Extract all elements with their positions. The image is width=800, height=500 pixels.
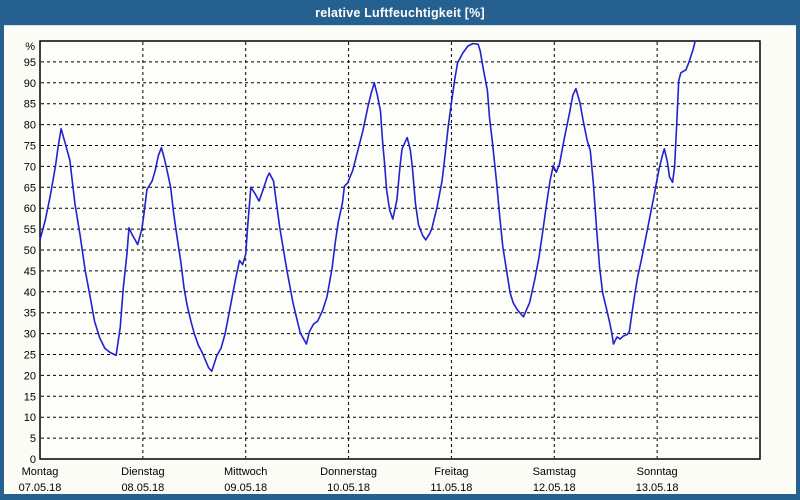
y-tick-label-25: 25 bbox=[24, 350, 36, 362]
y-tick-label-5: 5 bbox=[30, 433, 36, 445]
y-tick-label-0: 0 bbox=[30, 454, 36, 466]
plot-area-border bbox=[39, 40, 761, 460]
window-title: relative Luftfeuchtigkeit [%] bbox=[315, 5, 485, 20]
y-tick-label-95: 95 bbox=[24, 57, 36, 69]
y-tick-label-60: 60 bbox=[24, 203, 36, 215]
y-tick-label-65: 65 bbox=[24, 182, 36, 194]
x-day-date-2: 09.05.18 bbox=[224, 482, 267, 494]
x-day-date-3: 10.05.18 bbox=[327, 482, 370, 494]
y-tick-label-50: 50 bbox=[24, 245, 36, 257]
x-day-name-0: Montag bbox=[22, 466, 59, 478]
y-tick-label-20: 20 bbox=[24, 370, 36, 382]
y-tick-label-70: 70 bbox=[24, 161, 36, 173]
y-tick-label-10: 10 bbox=[24, 412, 36, 424]
y-tick-label-80: 80 bbox=[24, 120, 36, 132]
y-tick-label-90: 90 bbox=[24, 78, 36, 90]
humidity-series-line bbox=[39, 40, 697, 373]
x-day-name-2: Mittwoch bbox=[224, 466, 267, 478]
y-tick-label-30: 30 bbox=[24, 329, 36, 341]
y-axis-unit-label: % bbox=[25, 41, 35, 53]
x-day-date-0: 07.05.18 bbox=[19, 482, 62, 494]
y-tick-label-40: 40 bbox=[24, 287, 36, 299]
y-axis-labels: 0 5 10 15 20 25 30 35 40 45 50 55 60 65 70 75 80 85 90 95% bbox=[24, 41, 36, 466]
x-day-date-4: 11.05.18 bbox=[430, 482, 472, 494]
x-day-date-5: 12.05.18 bbox=[533, 482, 576, 494]
y-tick-label-15: 15 bbox=[24, 391, 36, 403]
y-tick-label-45: 45 bbox=[24, 266, 36, 278]
x-day-name-6: Sonntag bbox=[637, 466, 678, 478]
y-tick-label-55: 55 bbox=[24, 224, 36, 236]
y-tick-label-35: 35 bbox=[24, 308, 36, 320]
x-day-name-1: Dienstag bbox=[121, 466, 164, 478]
window-title-bar: relative Luftfeuchtigkeit [%] bbox=[0, 0, 800, 25]
x-day-name-4: Freitag bbox=[434, 466, 468, 478]
x-axis-labels: Montag 07.05.18 Dienstag 08.05.18 Mittwoch 09… bbox=[19, 466, 679, 494]
x-day-name-3: Donnerstag bbox=[320, 466, 377, 478]
y-tick-label-85: 85 bbox=[24, 99, 36, 111]
x-day-name-5: Samstag bbox=[533, 466, 576, 478]
x-day-date-1: 08.05.18 bbox=[121, 482, 164, 494]
y-tick-label-75: 75 bbox=[24, 141, 36, 153]
x-day-date-6: 13.05.18 bbox=[636, 482, 679, 494]
